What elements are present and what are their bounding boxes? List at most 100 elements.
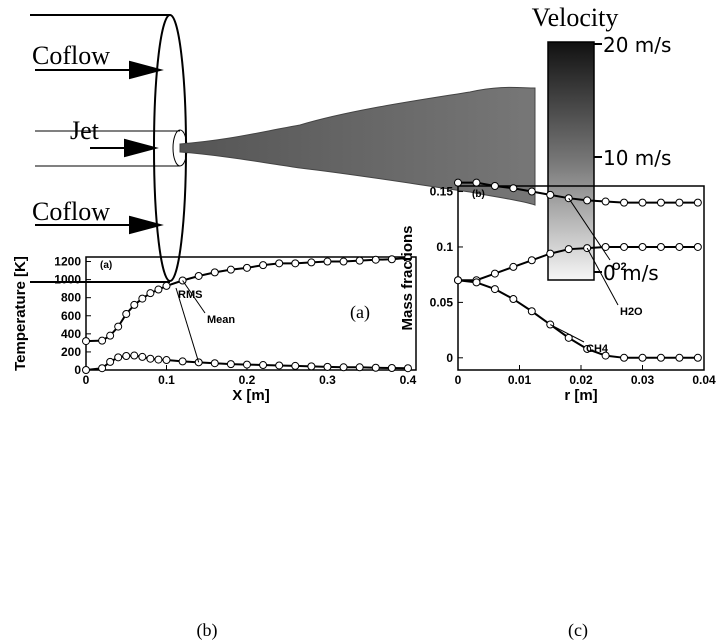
data-point	[98, 336, 107, 345]
data-point	[620, 353, 629, 362]
data-point	[106, 331, 115, 340]
data-point	[693, 242, 702, 251]
arrow-head	[129, 215, 164, 235]
series-label: H2O	[620, 306, 643, 318]
data-point	[339, 363, 348, 372]
data-point	[339, 257, 348, 266]
y-tick-label: 800	[61, 291, 81, 305]
x-tick-label: 0	[83, 373, 90, 387]
caption: (c)	[568, 620, 588, 641]
data-point	[242, 263, 251, 272]
data-point	[601, 242, 610, 251]
leader-line	[586, 247, 619, 306]
data-point	[259, 361, 268, 370]
series-label: CH4	[586, 343, 609, 355]
data-point	[114, 322, 123, 331]
label: Coflow	[32, 41, 110, 70]
data-point	[656, 242, 665, 251]
data-point	[387, 255, 396, 264]
data-point	[146, 289, 155, 298]
series-label: RMS	[178, 289, 202, 301]
data-point	[291, 259, 300, 268]
y-tick-label: 0	[446, 351, 453, 365]
y-axis-label: Mass fractions	[399, 225, 416, 330]
data-point	[403, 364, 412, 373]
series-label: O2	[612, 261, 627, 273]
caption: (b)	[197, 620, 218, 641]
data-point	[509, 295, 518, 304]
data-point	[194, 271, 203, 280]
data-point	[693, 353, 702, 362]
data-point	[693, 198, 702, 207]
data-point	[323, 362, 332, 371]
data-point	[472, 278, 481, 287]
data-point	[601, 197, 610, 206]
x-tick-label: 0.03	[631, 373, 655, 387]
x-tick-label: 0	[455, 373, 462, 387]
data-point	[656, 198, 665, 207]
y-tick-label: 200	[61, 345, 81, 359]
data-point	[583, 344, 592, 353]
data-point	[620, 242, 629, 251]
label: Coflow	[32, 197, 110, 226]
leader-line	[550, 324, 585, 343]
data-point	[307, 258, 316, 267]
caption: (a)	[350, 302, 370, 323]
data-point	[275, 361, 284, 370]
data-point	[122, 351, 131, 360]
data-point	[154, 355, 163, 364]
data-point	[675, 242, 684, 251]
y-tick-label: 600	[61, 309, 81, 323]
x-tick-label: 0.4	[400, 373, 417, 387]
plot-frame	[85, 256, 417, 371]
data-point	[546, 190, 555, 199]
x-axis-label: r [m]	[564, 387, 597, 404]
x-tick-label: 0.3	[319, 373, 336, 387]
data-point	[371, 363, 380, 372]
data-point	[138, 352, 147, 361]
data-point	[490, 182, 499, 190]
data-point	[130, 351, 139, 360]
panel-label: (a)	[100, 260, 112, 271]
data-point	[638, 198, 647, 207]
y-axis-label: Temperature [K]	[12, 256, 29, 371]
data-point	[138, 294, 147, 303]
x-axis-label: X [m]	[232, 387, 270, 404]
y-tick-label: 0.1	[436, 240, 453, 254]
data-point	[154, 285, 163, 294]
data-point	[546, 249, 555, 258]
data-point	[146, 354, 155, 363]
data-point	[472, 178, 481, 187]
x-tick-label: 0.04	[692, 373, 716, 387]
data-point	[82, 366, 90, 374]
data-point	[355, 256, 364, 265]
data-point	[675, 198, 684, 207]
jet-plume	[179, 86, 536, 206]
leader-line	[175, 287, 200, 363]
data-point	[527, 307, 536, 316]
data-point	[620, 198, 629, 207]
data-point	[162, 281, 171, 290]
data-point	[242, 360, 251, 369]
data-point	[98, 364, 107, 373]
leader-line	[182, 280, 206, 314]
data-point	[601, 351, 610, 360]
data-point	[656, 353, 665, 362]
data-point	[403, 253, 412, 262]
data-point	[82, 337, 90, 346]
data-point	[106, 357, 115, 366]
x-tick-label: 0.1	[158, 373, 175, 387]
colorbar-title: Velocity	[532, 3, 619, 32]
data-point	[210, 359, 219, 368]
colorbar	[547, 41, 595, 281]
data-point	[509, 184, 518, 193]
data-point	[130, 300, 139, 309]
data-point	[275, 259, 284, 268]
colorbar-label: 20 m/s	[603, 33, 671, 57]
data-point	[454, 276, 462, 285]
panel-label: (b)	[472, 189, 485, 200]
data-point	[371, 255, 380, 264]
data-point	[490, 285, 499, 294]
data-point	[178, 357, 187, 366]
